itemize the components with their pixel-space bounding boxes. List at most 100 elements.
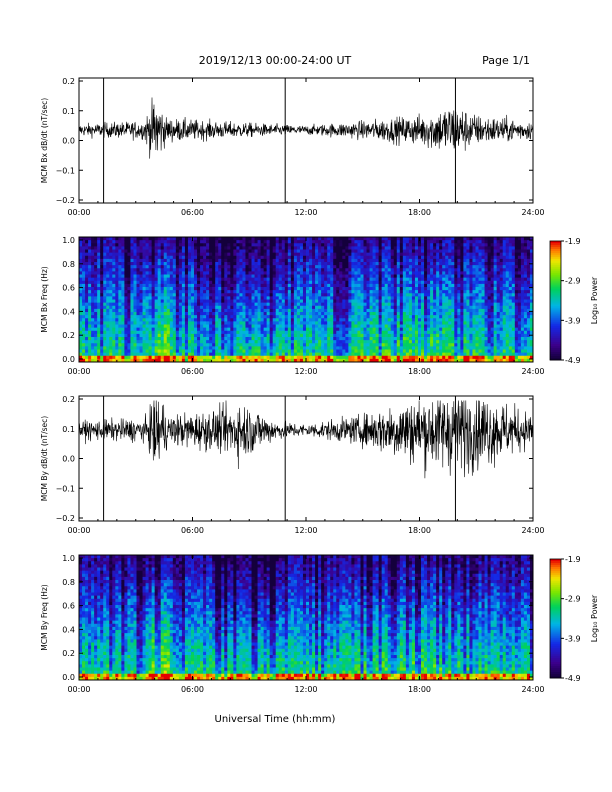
heatmap-cell xyxy=(284,324,289,329)
heatmap-cell xyxy=(197,330,201,335)
heatmap-cell xyxy=(278,283,283,288)
heatmap-cell xyxy=(387,299,392,304)
heatmap-cell xyxy=(200,330,204,335)
heatmap-cell xyxy=(312,312,316,316)
heatmap-cell xyxy=(342,255,346,260)
heatmap-cell xyxy=(85,280,89,285)
heatmap-cell xyxy=(233,308,237,313)
heatmap-cell xyxy=(266,349,271,354)
heatmap-cell xyxy=(227,296,231,300)
heatmap-cell xyxy=(263,302,268,307)
heatmap-cell xyxy=(439,243,443,247)
heatmap-cell xyxy=(293,349,298,354)
heatmap-cell xyxy=(121,258,125,263)
heatmap-cell xyxy=(315,302,319,307)
heatmap-cell xyxy=(357,305,361,310)
heatmap-cell xyxy=(342,265,346,269)
heatmap-cell xyxy=(427,243,431,247)
heatmap-cell xyxy=(124,268,128,272)
heatmap-cell xyxy=(91,333,95,338)
heatmap-cell xyxy=(221,315,225,319)
heatmap-cell xyxy=(363,321,367,325)
heatmap-cell xyxy=(372,249,377,254)
heatmap-cell xyxy=(218,293,222,297)
heatmap-cell xyxy=(245,293,249,297)
heatmap-cell xyxy=(112,277,116,282)
heatmap-cell xyxy=(266,280,271,285)
heatmap-cell xyxy=(372,318,377,322)
heatmap-cell xyxy=(372,308,377,313)
heatmap-cell xyxy=(269,358,274,363)
heatmap-cell xyxy=(363,255,367,260)
heatmap-cell xyxy=(287,340,292,344)
heatmap-cell xyxy=(427,312,431,316)
heatmap-cell xyxy=(245,337,249,341)
heatmap-cell xyxy=(175,290,180,294)
heatmap-cell xyxy=(230,312,234,316)
heatmap-cell xyxy=(390,240,395,244)
heatmap-cell xyxy=(387,237,392,241)
heatmap-cell xyxy=(103,327,107,332)
heatmap-cell xyxy=(82,321,86,325)
heatmap-cell xyxy=(290,330,295,335)
heatmap-cell xyxy=(266,262,271,266)
heatmap-cell xyxy=(293,333,298,338)
heatmap-cell xyxy=(306,343,310,347)
heatmap-cell xyxy=(145,312,150,316)
heatmap-cell xyxy=(436,321,440,325)
heatmap-cell xyxy=(233,258,237,263)
heatmap-cell xyxy=(390,283,395,288)
heatmap-cell xyxy=(157,262,162,266)
heatmap-cell xyxy=(254,337,258,341)
heatmap-cell xyxy=(197,258,201,263)
heatmap-cell xyxy=(433,308,437,313)
heatmap-cell xyxy=(197,243,201,247)
heatmap-cell xyxy=(417,312,422,316)
heatmap-cell xyxy=(251,262,255,266)
heatmap-cell xyxy=(127,258,131,263)
heatmap-cell xyxy=(115,258,119,263)
heatmap-cell xyxy=(345,299,349,304)
heatmap-cell xyxy=(85,305,89,310)
heatmap-cell xyxy=(399,237,404,241)
heatmap-cell xyxy=(88,346,92,350)
heatmap-cell xyxy=(363,340,367,344)
heatmap-cell xyxy=(321,333,325,338)
heatmap-cell xyxy=(448,358,452,363)
heatmap-cell xyxy=(121,352,125,357)
heatmap-cell xyxy=(351,343,355,347)
heatmap-cell xyxy=(381,243,386,247)
heatmap-cell xyxy=(448,271,452,275)
heatmap-cell xyxy=(197,268,201,272)
heatmap-cell xyxy=(236,265,240,269)
heatmap-cell xyxy=(321,312,325,316)
heatmap-cell xyxy=(187,315,192,319)
heatmap-cell xyxy=(360,333,364,338)
heatmap-cell xyxy=(451,283,455,288)
heatmap-cell xyxy=(136,343,140,347)
heatmap-cell xyxy=(127,358,131,363)
heatmap-cell xyxy=(405,249,410,254)
heatmap-cell xyxy=(284,290,289,294)
heatmap-cell xyxy=(218,274,222,279)
heatmap-cell xyxy=(239,268,243,272)
heatmap-cell xyxy=(130,321,134,325)
heatmap-cell xyxy=(387,262,392,266)
heatmap-cell xyxy=(275,252,280,257)
heatmap-cell xyxy=(345,246,349,250)
heatmap-cell xyxy=(396,358,401,363)
heatmap-cell xyxy=(103,324,107,329)
heatmap-cell xyxy=(187,255,192,260)
heatmap-cell xyxy=(127,340,131,344)
heatmap-cell xyxy=(242,277,246,282)
heatmap-cell xyxy=(306,327,310,332)
heatmap-cell xyxy=(439,277,443,282)
heatmap-cell xyxy=(421,280,425,285)
heatmap-cell xyxy=(151,327,156,332)
heatmap-cell xyxy=(339,337,343,341)
heatmap-cell xyxy=(436,296,440,300)
heatmap-cell xyxy=(221,274,225,279)
heatmap-cell xyxy=(445,255,449,260)
heatmap-cell xyxy=(390,287,395,291)
heatmap-cell xyxy=(433,237,437,241)
